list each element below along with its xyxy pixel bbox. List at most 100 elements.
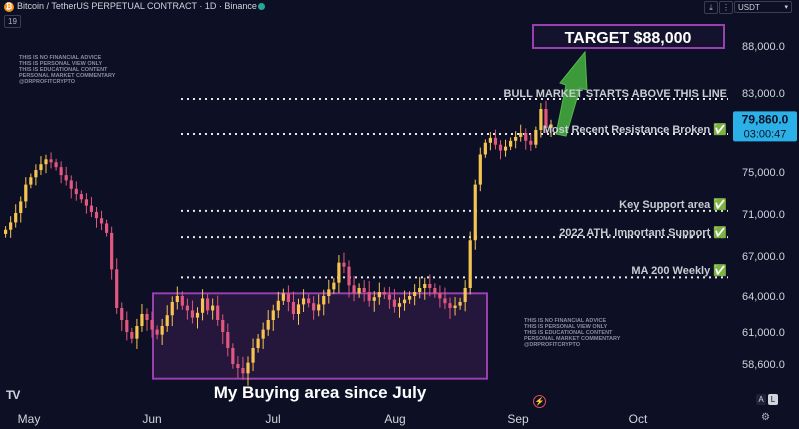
candle [443,298,447,304]
candle [372,297,376,301]
download-icon[interactable]: ⤓ [704,1,718,14]
candle [519,133,523,137]
candle [29,177,33,185]
candle [14,212,18,223]
currency-select[interactable]: USDT ▾ [734,1,792,13]
ath-label: 2022 ATH, Important Support ✅ [559,226,727,239]
log-scale-button[interactable]: L [768,394,778,405]
candle [312,303,316,311]
candle [155,329,159,335]
gear-icon[interactable]: ⚙ [761,412,770,423]
candle [493,137,498,145]
event-marker-icon[interactable]: ⚡ [533,395,546,408]
candle [392,299,397,307]
disclaimer-line: @DRPROFITCRYPTO [19,79,76,85]
x-tick-label: Jul [265,412,280,426]
candle [413,292,417,296]
candle [483,142,487,155]
candle [347,266,351,286]
candle [322,296,326,305]
symbol-title[interactable]: Bitcoin / TetherUS PERPETUAL CONTRACT · … [17,1,257,11]
chevron-down-icon: ▾ [784,4,788,11]
candle [271,310,275,320]
target-label: TARGET $88,000 [565,30,692,47]
candle [286,293,290,302]
candle [539,109,543,130]
candle [408,296,412,300]
chart-header: ₿ Bitcoin / TetherUS PERPETUAL CONTRACT … [0,0,799,14]
candle [468,240,472,288]
disclaimer-line: THIS IS NO FINANCIAL ADVICE [524,318,607,324]
candle [317,304,321,311]
candle [221,320,225,332]
indicators-badge[interactable]: 19 [4,15,21,28]
candle [418,288,422,292]
candle [281,293,285,301]
y-tick-label: 75,000.0 [742,167,785,179]
candle [503,146,508,151]
candle [529,140,533,145]
candle [342,262,346,267]
candle [534,130,538,145]
candle [301,298,306,305]
candle [387,294,391,300]
candle [195,312,200,318]
candle [226,332,230,348]
candle [19,201,23,213]
candle [135,326,139,339]
disclaimer-line: THIS IS EDUCATIONAL CONTENT [19,67,108,73]
price-axis-panel[interactable] [730,18,799,388]
candle [185,305,189,311]
y-tick-label: 58,600.0 [742,359,785,371]
disclaimer-line: THIS IS PERSONAL VIEW ONLY [524,324,607,330]
candle [69,180,73,189]
candle [24,184,28,202]
candle [428,284,432,288]
candle [105,223,109,233]
y-tick-label: 71,000.0 [742,209,785,221]
candle [200,298,205,313]
x-tick-label: Sep [507,412,529,426]
disclaimer-line: THIS IS EDUCATIONAL CONTENT [524,330,613,336]
y-tick-label: 61,000.0 [742,327,785,339]
candle [458,302,462,306]
disclaimer-line: THIS IS PERSONAL VIEW ONLY [19,61,102,67]
last-price-box [733,111,797,142]
indicators-count: 19 [8,17,17,26]
candle [206,298,210,311]
target-box [532,24,725,49]
candle [216,305,220,320]
market-status-dot [258,3,265,10]
candle [448,303,452,308]
candle [276,300,280,311]
candle [150,320,154,330]
candle-countdown: 03:00:47 [744,128,787,140]
candle [549,124,553,128]
tradingview-logo-icon[interactable]: TV [6,388,20,402]
candle [397,303,402,307]
candle [9,222,13,230]
candle [130,332,134,339]
candle [438,293,442,299]
settings-menu-icon[interactable]: ⋮ [719,1,733,14]
bitcoin-icon: ₿ [4,2,14,12]
candle [140,314,144,326]
candle [59,167,63,176]
candle [4,229,8,234]
candle [99,218,104,224]
candle [170,302,174,316]
candle [337,262,341,283]
candle [49,159,53,163]
candle [251,348,255,363]
candle [180,296,184,306]
auto-scale-button[interactable]: A [756,394,766,405]
candle [367,292,371,301]
candle [211,305,215,311]
candle [34,170,38,178]
y-tick-label: 64,000.0 [742,291,785,303]
candle [110,232,114,270]
candle [291,302,296,314]
candle [352,285,356,294]
candle [453,305,457,308]
